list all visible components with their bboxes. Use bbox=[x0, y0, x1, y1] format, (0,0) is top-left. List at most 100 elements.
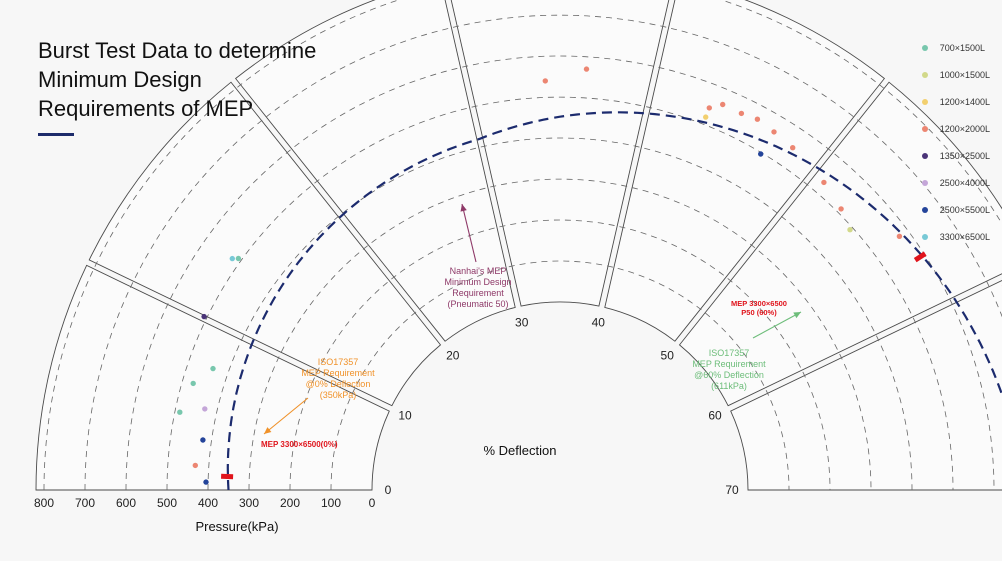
data-point bbox=[703, 114, 709, 120]
pressure-tick-label: 600 bbox=[116, 496, 136, 510]
chart-annotations: Nanhai's MEP Minimum Design Requirement (Pn… bbox=[261, 203, 802, 449]
chart-sector-panel bbox=[35, 264, 390, 491]
iso-60-deflection-label-line: ISO17357 bbox=[709, 348, 750, 358]
pressure-ring bbox=[207, 137, 913, 491]
data-point bbox=[583, 66, 590, 72]
legend-label: 2500×5500L bbox=[939, 204, 990, 215]
mep-marker bbox=[220, 473, 234, 480]
legend-item: 2500×4000L bbox=[921, 169, 990, 196]
pressure-tick-label: 200 bbox=[280, 496, 300, 510]
data-point bbox=[190, 380, 196, 387]
pressure-ring bbox=[125, 55, 995, 491]
legend-item: 1200×1400L bbox=[921, 88, 990, 115]
data-point bbox=[821, 179, 827, 186]
title-line-1: Burst Test Data to determine bbox=[38, 38, 317, 63]
mep-marker bbox=[913, 251, 927, 263]
iso-0-deflection-label: ISO17357 MEP Requirement @0% Deflection (35… bbox=[301, 357, 375, 400]
data-point bbox=[790, 145, 796, 151]
deflection-tick-label: 40 bbox=[592, 315, 606, 329]
data-point bbox=[706, 105, 712, 111]
data-point bbox=[720, 101, 726, 108]
data-point bbox=[192, 462, 198, 469]
chart-legend: 700×1500L 1000×1500L 1200×1400L 1200×2000L 1… bbox=[921, 34, 990, 250]
nanhai-requirement-label-line: Minimum Design bbox=[444, 277, 511, 287]
pressure-ring bbox=[289, 219, 831, 491]
data-point bbox=[896, 233, 903, 239]
title-block: Burst Test Data to determine Minimum Des… bbox=[38, 36, 316, 136]
title-underline bbox=[38, 133, 74, 136]
pressure-ring bbox=[248, 178, 872, 491]
legend-item: 700×1500L bbox=[921, 34, 990, 61]
title-line-2: Minimum Design bbox=[38, 67, 202, 92]
pressure-tick-label: 500 bbox=[157, 496, 177, 510]
deflection-tick-label: 50 bbox=[661, 349, 675, 363]
data-point bbox=[201, 313, 207, 320]
iso-0-deflection-label-line: @0% Deflection bbox=[306, 379, 371, 389]
data-point bbox=[542, 78, 548, 84]
data-point bbox=[754, 116, 761, 122]
legend-label: 1200×1400L bbox=[939, 96, 990, 107]
data-point bbox=[210, 365, 216, 372]
legend-label: 1000×1500L bbox=[939, 69, 990, 80]
legend-color-dot bbox=[921, 44, 928, 51]
pressure-ring bbox=[166, 96, 954, 491]
deflection-tick-label: 10 bbox=[398, 408, 412, 422]
iso-60-deflection-label: ISO17357 MEP Requirement @60% Deflection (6… bbox=[692, 348, 766, 391]
legend-label: 1200×2000L bbox=[939, 123, 990, 134]
chart-grid bbox=[43, 0, 1002, 491]
deflection-tick-label: 30 bbox=[515, 315, 529, 329]
chart-sectors bbox=[35, 0, 1002, 491]
mep-60-deflection-label-line: P50 (60%) bbox=[741, 308, 777, 317]
iso-60-deflection-label-line: (611kPa) bbox=[711, 381, 747, 391]
iso-0-deflection-label-line: (350kPa) bbox=[320, 390, 357, 400]
legend-label: 2500×4000L bbox=[939, 177, 990, 188]
iso-0-deflection-arrow-head bbox=[264, 427, 272, 434]
iso-60-deflection-label-line: MEP Requirement bbox=[692, 359, 766, 369]
chart-sector-panel bbox=[234, 0, 516, 342]
nanhai-requirement-arrow bbox=[461, 203, 477, 263]
legend-color-dot bbox=[921, 71, 928, 78]
legend-label: 3300×6500L bbox=[939, 231, 990, 242]
requirement-curve bbox=[226, 111, 1002, 491]
deflection-tick-label: 60 bbox=[708, 408, 722, 422]
chart-sector-panel bbox=[88, 81, 442, 407]
pressure-axis-label: Pressure(kPa) bbox=[195, 519, 278, 534]
iso-0-deflection-arrow bbox=[263, 397, 309, 435]
data-point bbox=[229, 255, 235, 262]
data-point bbox=[235, 255, 242, 262]
chart-markers bbox=[220, 251, 927, 480]
data-points bbox=[177, 66, 1002, 485]
data-point bbox=[203, 479, 209, 485]
legend-color-dot bbox=[921, 152, 928, 159]
nanhai-requirement-label-line: Nanhai's MEP bbox=[450, 266, 507, 276]
legend-item: 1350×2500L bbox=[921, 142, 990, 169]
mep-0-deflection-label: MEP 3300×6500(0%) bbox=[261, 440, 338, 449]
nanhai-requirement-label: Nanhai's MEP Minimum Design Requirement (Pn… bbox=[444, 266, 511, 309]
deflection-tick-label: 70 bbox=[725, 483, 739, 497]
iso-60-deflection-arrow bbox=[752, 311, 802, 339]
legend-item: 1000×1500L bbox=[921, 61, 990, 88]
deflection-tick-label: 0 bbox=[385, 483, 392, 497]
nanhai-requirement-label-line: Requirement bbox=[452, 288, 504, 298]
data-point bbox=[758, 151, 764, 157]
data-point bbox=[177, 409, 183, 415]
legend-label: 700×1500L bbox=[939, 42, 985, 53]
data-point bbox=[838, 206, 844, 212]
legend-color-dot bbox=[921, 233, 928, 240]
iso-60-deflection-label-line: @60% Deflection bbox=[694, 370, 764, 380]
iso-60-deflection-arrow-head bbox=[793, 312, 801, 319]
chart-sector-panel bbox=[450, 0, 670, 307]
legend-color-dot bbox=[921, 206, 928, 213]
iso-0-deflection-label-line: MEP Requirement bbox=[301, 368, 375, 378]
legend-item: 1200×2000L bbox=[921, 115, 990, 142]
pressure-tick-label: 100 bbox=[321, 496, 341, 510]
mep-60-deflection-label: MEP 3300×6500 P50 (60%) bbox=[731, 299, 787, 317]
pressure-tick-label: 400 bbox=[198, 496, 218, 510]
pressure-ring bbox=[84, 14, 1002, 491]
pressure-tick-label: 0 bbox=[369, 496, 376, 510]
minimum-design-requirement-curve bbox=[226, 111, 1002, 491]
legend-item: 2500×5500L bbox=[921, 196, 990, 223]
pressure-tick-label: 800 bbox=[34, 496, 54, 510]
iso-0-deflection-label-line: ISO17357 bbox=[318, 357, 359, 367]
data-point bbox=[847, 227, 853, 233]
